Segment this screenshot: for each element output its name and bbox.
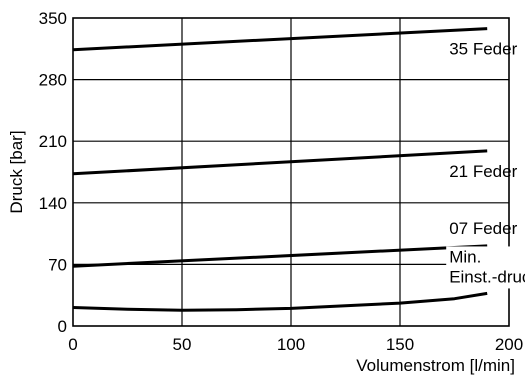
y-axis-title: Druck [bar] <box>7 130 26 213</box>
y-tick-label-1: 70 <box>48 255 67 274</box>
series-label-3-line-0: Min. <box>449 247 481 266</box>
series-line-3 <box>72 291 488 312</box>
y-tick-labels: 0 70 140 210 280 350 <box>39 9 67 336</box>
series-line-1 <box>72 149 488 176</box>
y-tick-label-3: 210 <box>39 132 67 151</box>
series-lines <box>72 27 488 312</box>
x-tick-label-2: 100 <box>277 335 305 354</box>
series-label-0: 35 Feder <box>449 40 517 59</box>
y-tick-label-5: 350 <box>39 9 67 28</box>
y-tick-label-0: 0 <box>58 317 67 336</box>
x-tick-label-3: 150 <box>386 335 414 354</box>
grid <box>73 18 509 326</box>
series-line-0 <box>72 27 488 52</box>
x-tick-label-0: 0 <box>68 335 77 354</box>
series-label-1: 21 Feder <box>449 162 517 181</box>
series-label-bg-3 <box>446 246 525 289</box>
x-tick-label-4: 200 <box>495 335 523 354</box>
series-line-2 <box>72 244 488 268</box>
series-label-2: 07 Feder <box>449 219 517 238</box>
x-axis-title: Volumenstrom [l/min] <box>356 356 515 375</box>
series-label-3-line-1: Einst.-druck <box>449 267 525 286</box>
y-tick-label-2: 140 <box>39 194 67 213</box>
x-tick-labels: 0 50 100 150 200 <box>68 335 523 354</box>
plot-frame <box>72 17 510 327</box>
y-tick-label-4: 280 <box>39 71 67 90</box>
x-tick-label-1: 50 <box>173 335 192 354</box>
series-labels: 35 Feder 21 Feder 07 Feder Min.Einst.-druck <box>446 40 525 289</box>
